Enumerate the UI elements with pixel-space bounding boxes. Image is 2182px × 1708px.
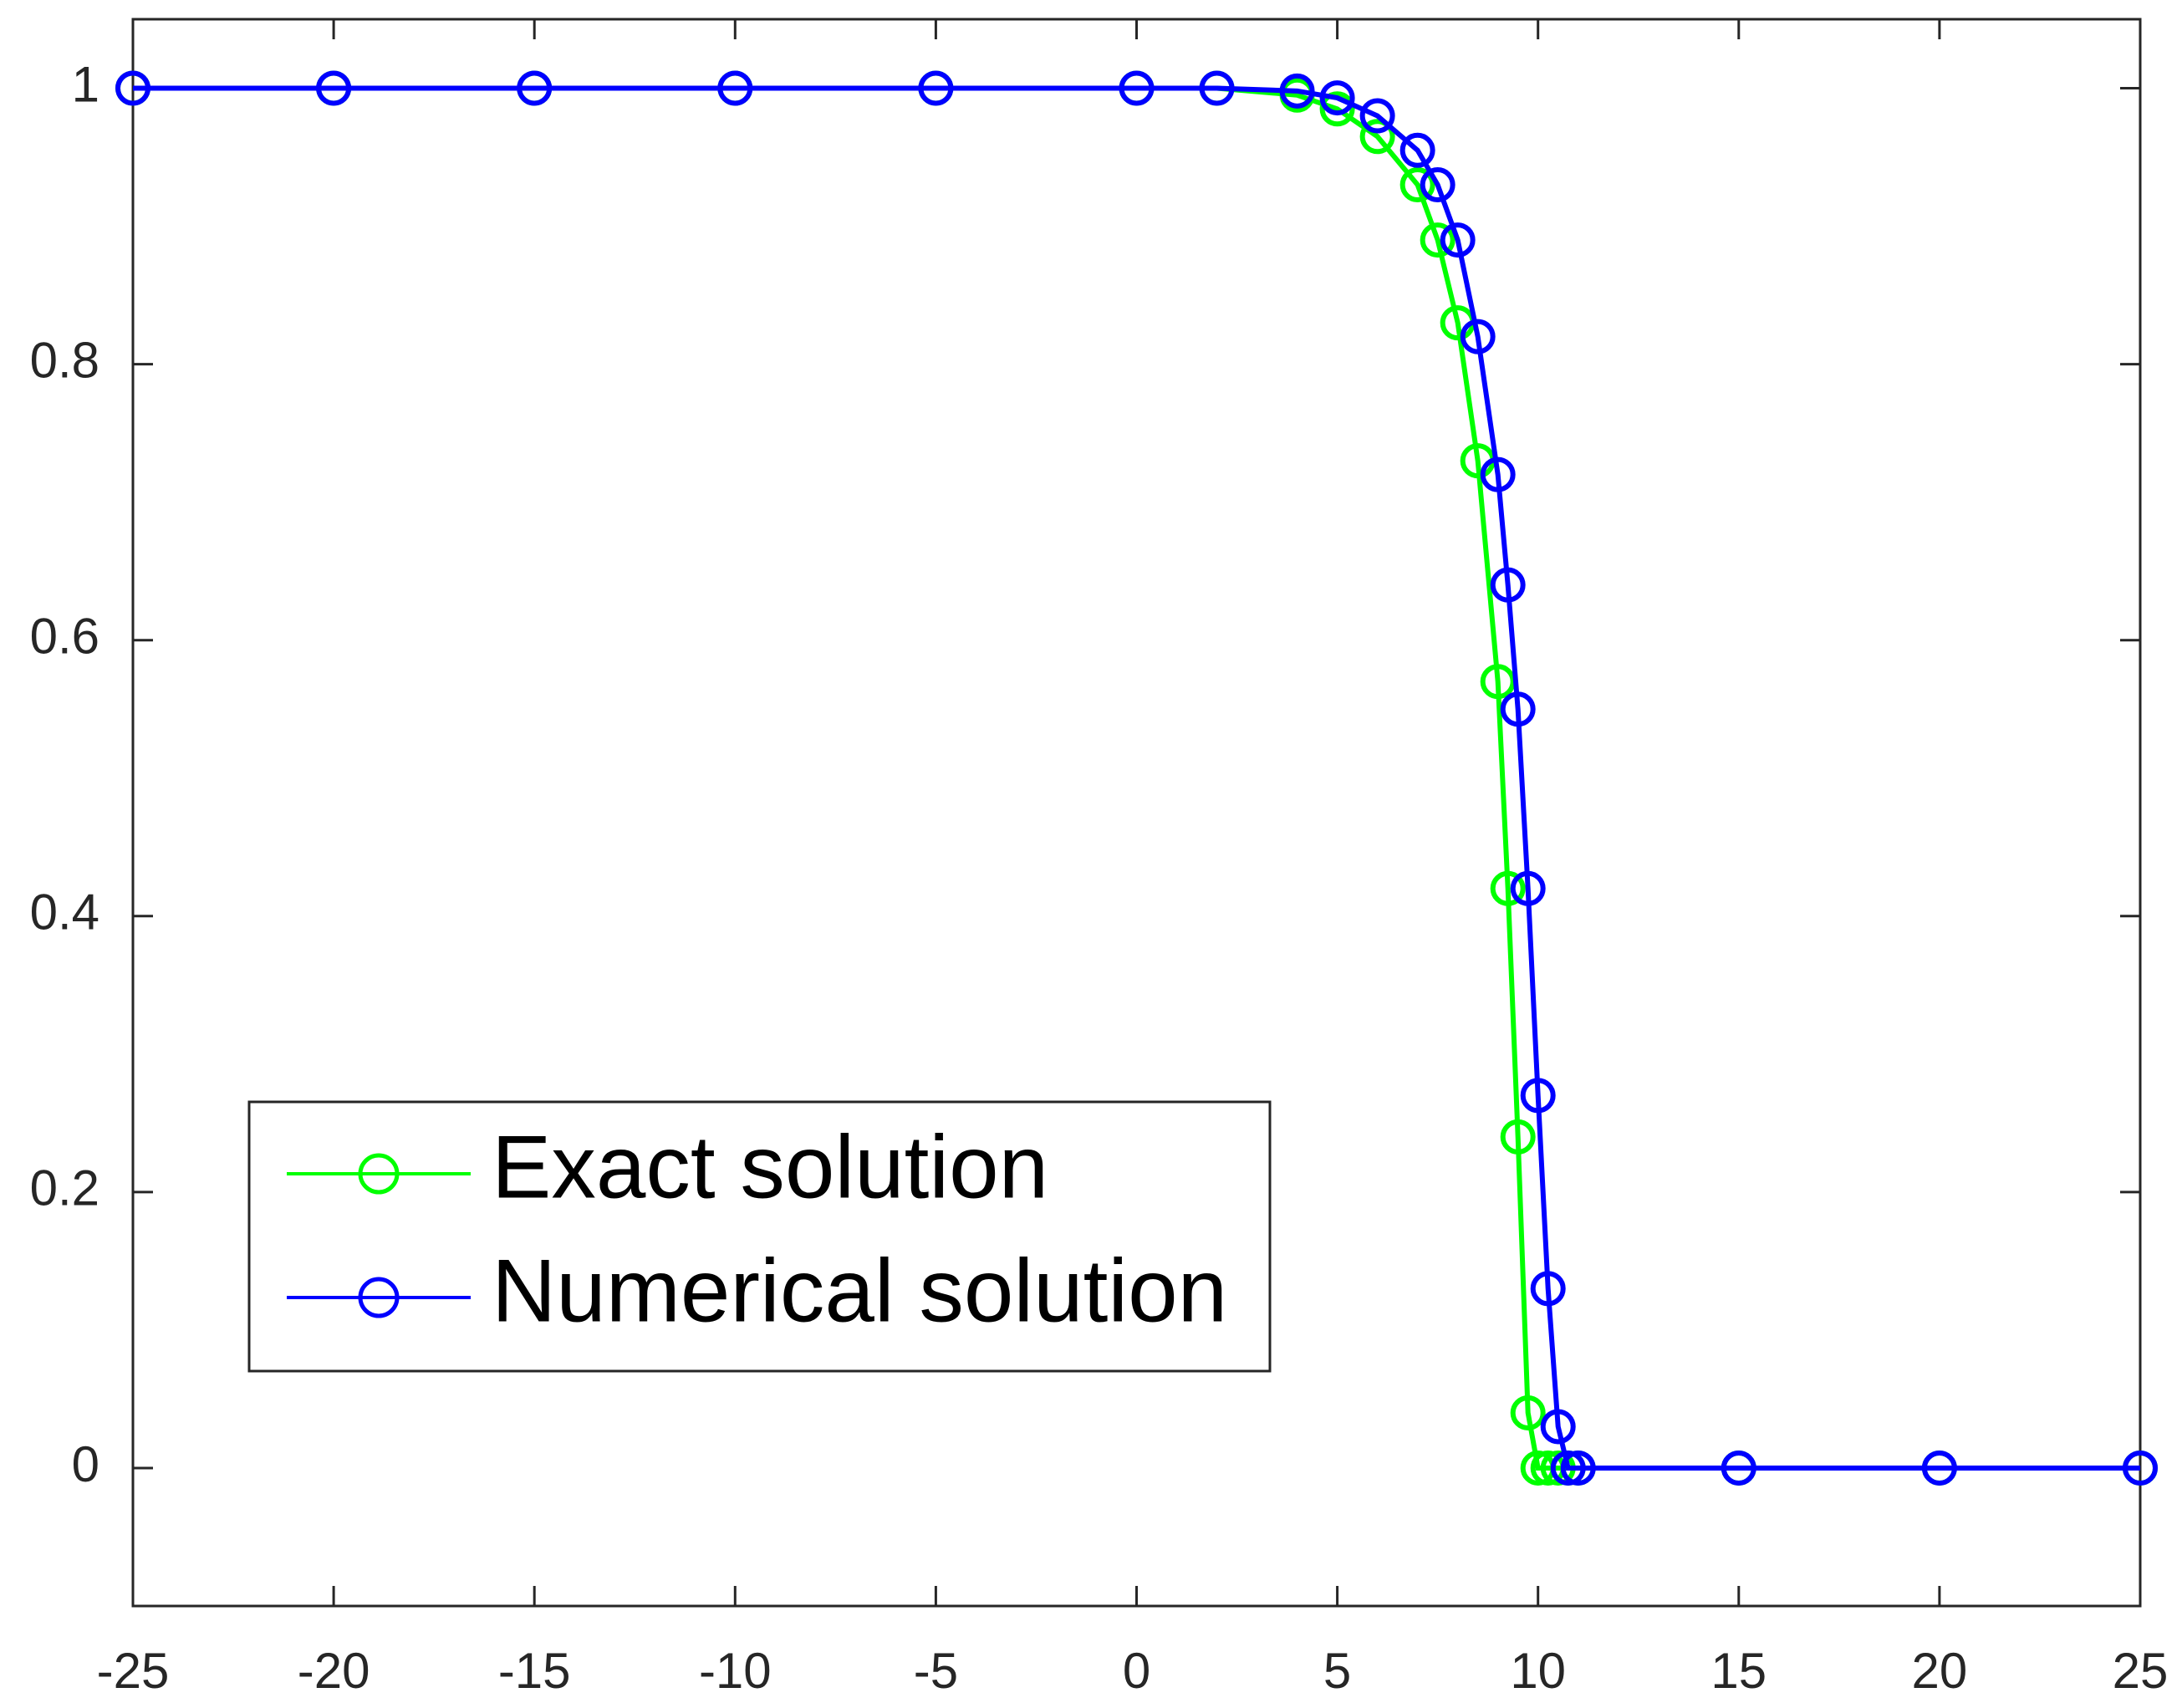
marker <box>1490 870 1526 906</box>
marker <box>1560 1450 1596 1486</box>
y-tick-label: 0.4 <box>30 885 99 941</box>
marker <box>1460 319 1496 354</box>
x-tick-label: -25 <box>97 1643 170 1699</box>
marker <box>517 70 553 106</box>
marker <box>1921 1450 1957 1486</box>
marker <box>1480 456 1516 492</box>
marker <box>1500 691 1536 727</box>
x-tick-label: 10 <box>1510 1643 1566 1699</box>
marker <box>1279 73 1315 109</box>
marker <box>1399 167 1435 203</box>
x-tick-label: 0 <box>1123 1643 1150 1699</box>
marker <box>1530 1271 1566 1307</box>
x-tick-label: -15 <box>498 1643 571 1699</box>
marker <box>717 70 753 106</box>
legend-label: Numerical solution <box>492 1240 1227 1340</box>
x-tick-label: -10 <box>699 1643 772 1699</box>
marker <box>1721 1450 1756 1486</box>
x-tick-label: 20 <box>1912 1643 1968 1699</box>
x-tick-label: 25 <box>2113 1643 2169 1699</box>
marker <box>1440 222 1476 258</box>
legend-marker <box>358 1277 400 1318</box>
marker <box>1359 119 1395 155</box>
y-tick-label: 0.6 <box>30 609 99 665</box>
legend-marker <box>358 1153 400 1195</box>
marker <box>1550 1450 1586 1486</box>
marker <box>1520 1078 1556 1114</box>
x-tick-label: -5 <box>914 1643 958 1699</box>
marker <box>115 70 150 106</box>
x-tick-label: -20 <box>298 1643 370 1699</box>
marker <box>1420 222 1456 258</box>
marker <box>918 70 954 106</box>
marker <box>1119 70 1155 106</box>
marker <box>1319 91 1355 127</box>
marker <box>1319 80 1355 116</box>
marker <box>1540 1409 1576 1445</box>
legend-label: Exact solution <box>492 1116 1048 1216</box>
y-tick-label: 1 <box>72 56 99 112</box>
marker <box>1490 567 1526 603</box>
marker <box>1359 98 1395 134</box>
marker <box>1510 870 1546 906</box>
marker <box>1420 167 1456 203</box>
marker <box>2123 1450 2158 1486</box>
y-tick-label: 0.8 <box>30 332 99 388</box>
marker <box>316 70 352 106</box>
marker <box>1480 664 1516 700</box>
x-tick-label: 5 <box>1323 1643 1351 1699</box>
marker <box>1510 1394 1546 1430</box>
y-tick-label: 0 <box>72 1436 99 1492</box>
marker <box>1399 132 1435 168</box>
marker <box>1500 1119 1536 1155</box>
marker <box>1199 70 1235 106</box>
y-tick-label: 0.2 <box>30 1160 99 1216</box>
x-tick-label: 15 <box>1710 1643 1767 1699</box>
legend-box <box>247 1100 1272 1373</box>
